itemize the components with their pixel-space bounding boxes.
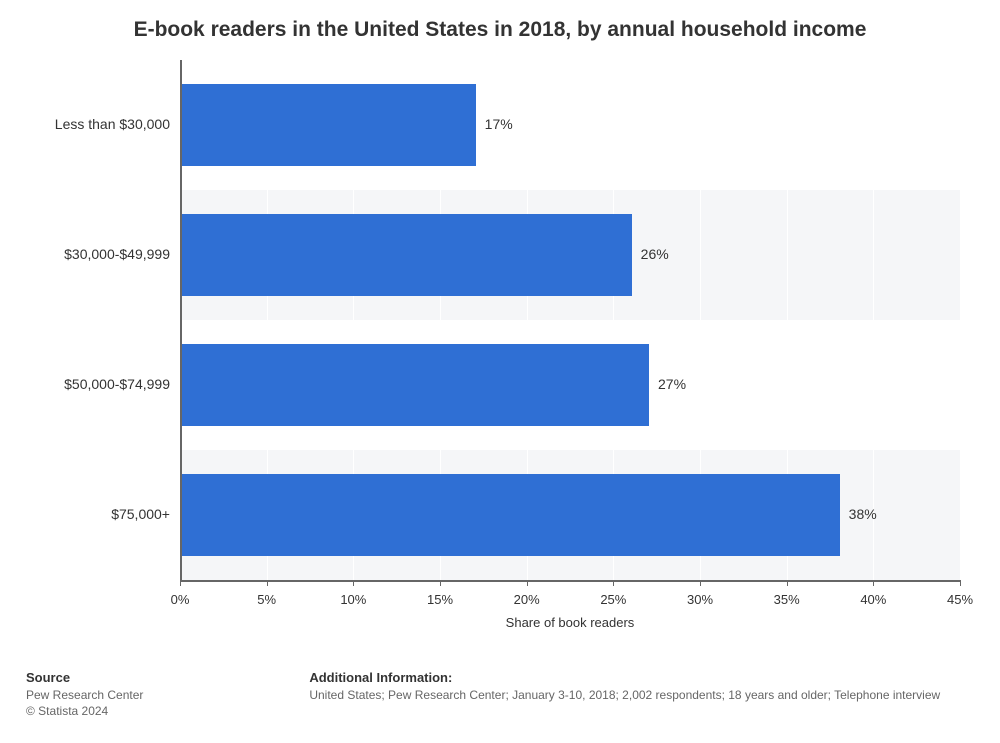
x-tick-label: 45% (947, 592, 973, 607)
x-tick-label: 30% (687, 592, 713, 607)
x-tick-label: 5% (257, 592, 276, 607)
x-axis-title: Share of book readers (180, 615, 960, 630)
footer-source-block: Source Pew Research Center © Statista 20… (26, 670, 306, 719)
footer-info-line: United States; Pew Research Center; Janu… (309, 687, 959, 703)
bar-value-label: 17% (485, 116, 513, 132)
x-tick-label: 0% (171, 592, 190, 607)
y-category-label: $50,000-$74,999 (64, 376, 170, 392)
x-tick-label: 10% (340, 592, 366, 607)
x-tick-label: 25% (600, 592, 626, 607)
data-bar (181, 214, 632, 296)
data-bar (181, 344, 649, 426)
bar-value-label: 38% (849, 506, 877, 522)
chart-title: E-book readers in the United States in 2… (0, 0, 1000, 52)
chart-footer: Source Pew Research Center © Statista 20… (26, 670, 976, 719)
y-category-label: $75,000+ (111, 506, 170, 522)
x-tick-label: 20% (514, 592, 540, 607)
footer-source-heading: Source (26, 670, 306, 685)
data-bar (181, 84, 476, 166)
footer-source-line1: Pew Research Center (26, 687, 306, 703)
vertical-gridline (873, 60, 874, 580)
bar-value-label: 27% (658, 376, 686, 392)
x-axis-line (180, 580, 960, 582)
bar-value-label: 26% (641, 246, 669, 262)
chart-plot-area: 0%5%10%15%20%25%30%35%40%45%17%Less than… (180, 60, 960, 620)
x-tick (960, 580, 961, 586)
footer-info-heading: Additional Information: (309, 670, 959, 685)
x-tick-label: 35% (774, 592, 800, 607)
footer-source-line2: © Statista 2024 (26, 703, 306, 719)
y-category-label: $30,000-$49,999 (64, 246, 170, 262)
x-tick-label: 40% (860, 592, 886, 607)
data-bar (181, 474, 840, 556)
y-category-label: Less than $30,000 (55, 116, 170, 132)
y-axis-line (180, 60, 182, 580)
footer-info-block: Additional Information: United States; P… (309, 670, 959, 703)
plot-region: 0%5%10%15%20%25%30%35%40%45%17%Less than… (180, 60, 960, 580)
x-tick-label: 15% (427, 592, 453, 607)
vertical-gridline (960, 60, 961, 580)
